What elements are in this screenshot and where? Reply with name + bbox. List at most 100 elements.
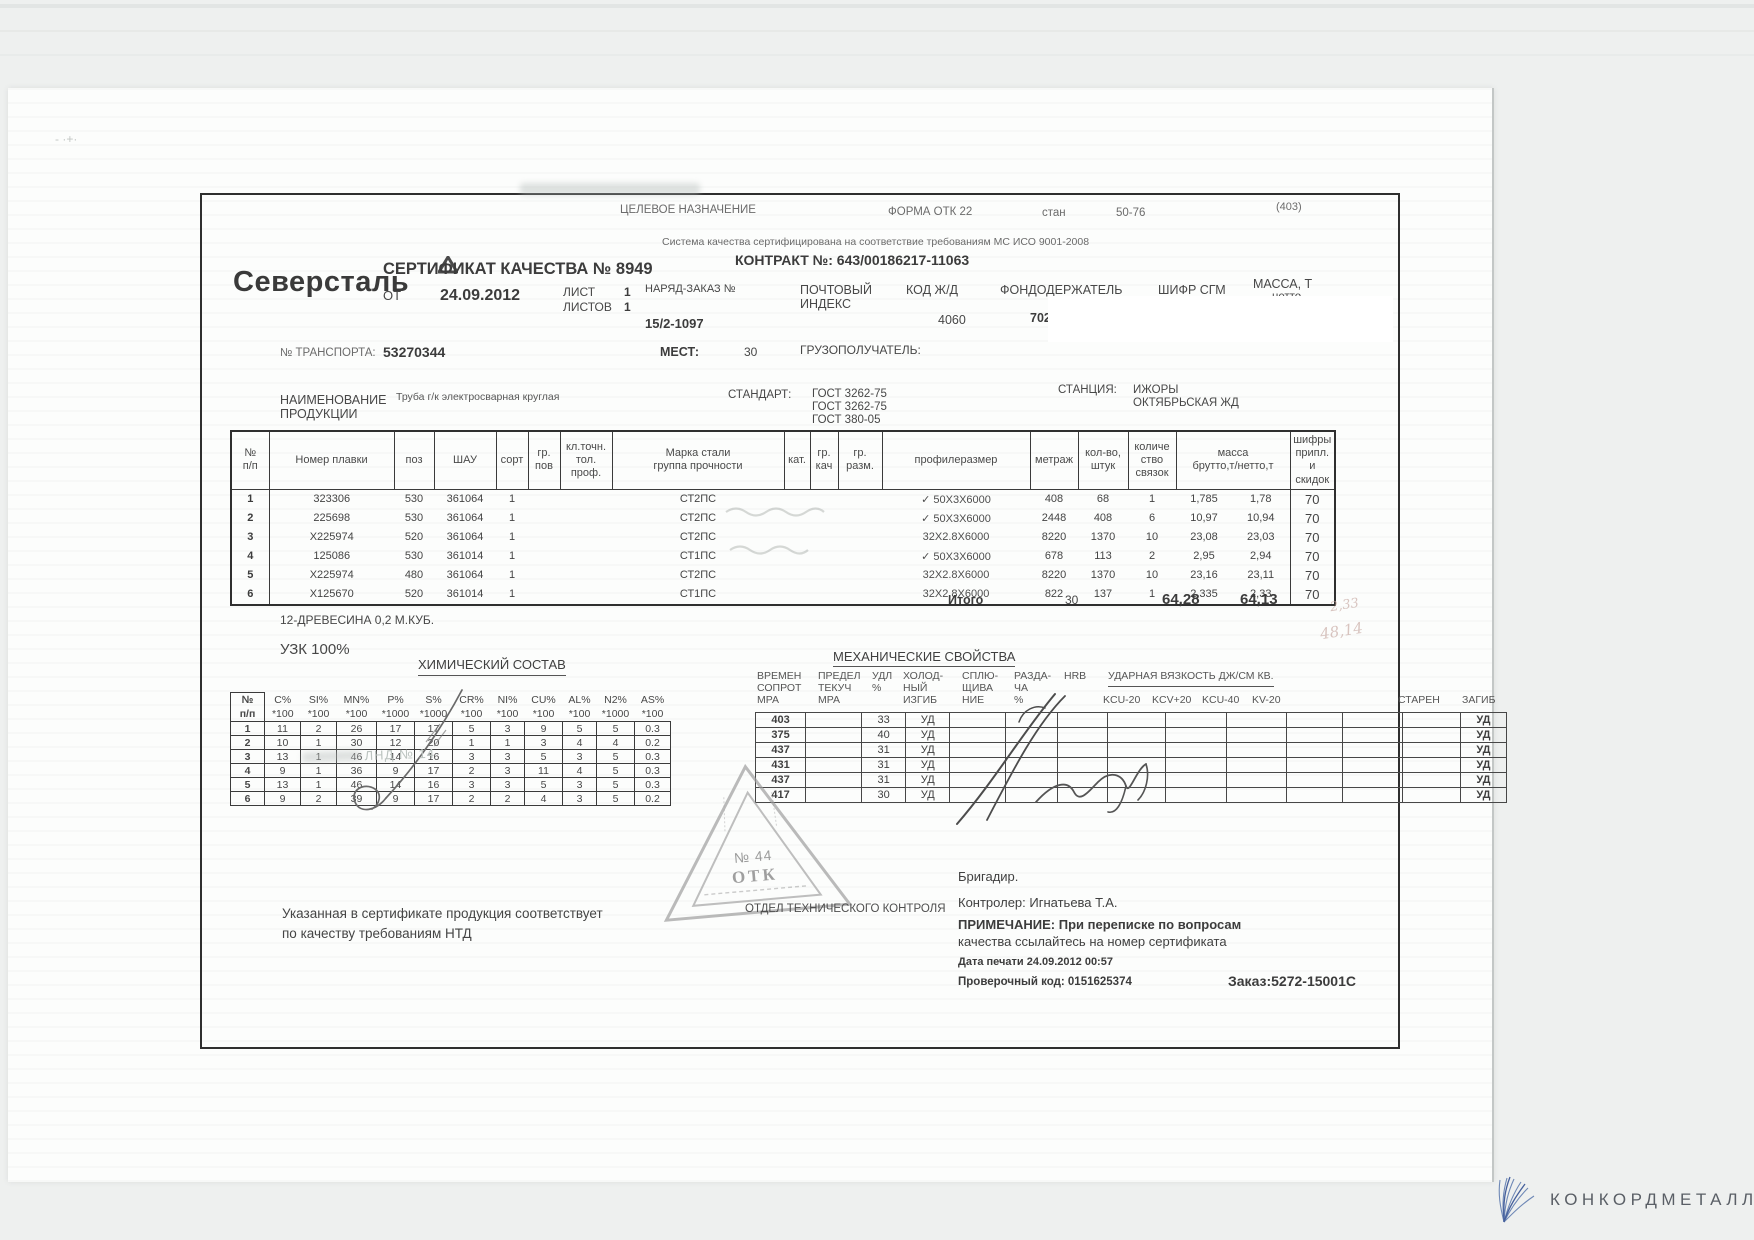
table-cell [560, 547, 612, 566]
chem-table-body: 1 11 2 26 17 17 5 3 9 5 5 0.3 2 10 1 30 12 20 1 1 3 4 4 0.2 3 13 1… [230, 721, 671, 806]
mech-title: МЕХАНИЧЕСКИЕ СВОЙСТВА [833, 649, 1016, 667]
mech-col-tensile: ВРЕМЕН СОПРОТ МРА [757, 670, 802, 706]
table-cell [1225, 772, 1287, 788]
table-cell [810, 585, 838, 605]
certificate-border [200, 193, 1400, 1049]
table-cell: 225698 [313, 512, 351, 525]
table-cell: 70 [1289, 565, 1336, 585]
table-cell: 23,16 [1190, 569, 1218, 582]
col-header-metrazh: метраж [1029, 430, 1079, 490]
table-cell: CU% [531, 693, 556, 706]
table-cell: 530 [404, 512, 424, 525]
table-cell: 4 [562, 735, 597, 750]
table-cell: 4 [230, 763, 265, 778]
table-cell: УД [1459, 787, 1508, 803]
table-cell: 6 [231, 584, 270, 605]
table-cell: 11 [524, 763, 563, 778]
col-header-svyazok: количе ство связок [1127, 430, 1177, 490]
table-row: 2 225698 530 361064 1 СТ2ПС ✓ 50Х3Х6000 2448 408… [231, 508, 1336, 528]
konkordmetall-text: КОНКОРДМЕТАЛЛ [1550, 1190, 1754, 1209]
table-cell: 0.2 [634, 735, 671, 750]
table-cell: п/п [230, 707, 265, 722]
table-cell: ✓ 50Х3Х6000 [921, 512, 991, 525]
table-cell: 1,78 [1250, 493, 1272, 506]
fund-label: ФОНДОДЕРЖАТЕЛЬ [1000, 283, 1123, 297]
table-row: 3 Х225974 520 361064 1 СТ2ПС 32Х2.8Х6000 8220 13… [231, 527, 1336, 547]
mech-col-aging: СТАРЕН [1398, 694, 1440, 706]
table-cell: 2 [1148, 550, 1156, 563]
table-cell [1165, 727, 1227, 743]
table-cell: 23,08 [1190, 531, 1218, 544]
table-cell: 1,785 [1190, 493, 1218, 506]
table-cell: 113 [1094, 550, 1112, 563]
table-cell: 0.3 [634, 749, 671, 764]
table-cell [838, 585, 882, 605]
product-name-label: НАИМЕНОВАНИЕ ПРОДУКЦИИ [280, 393, 387, 422]
table-cell [528, 509, 560, 528]
table-cell [1341, 742, 1403, 758]
scan-streak [0, 54, 1754, 56]
fan-leaf-icon [1498, 1176, 1535, 1223]
table-cell: УД [1459, 712, 1508, 728]
table-cell: 8220 [1041, 569, 1067, 582]
mech-impact-title: УДАРНАЯ ВЯЗКОСТЬ ДЖ/СМ КВ. [1108, 670, 1274, 687]
brigadier-label: Бригадир. [958, 869, 1019, 884]
table-cell: 5 [524, 777, 563, 792]
table-cell [560, 489, 612, 509]
product-name-value: Труба г/к электросварная круглая [396, 391, 560, 403]
table-cell [1225, 742, 1287, 758]
handwritten-mark [353, 689, 463, 811]
table-cell [1401, 742, 1461, 758]
mech-col-hrb: HRB [1064, 670, 1087, 682]
table-cell: 5 [230, 777, 265, 792]
table-cell: 23,03 [1246, 531, 1275, 544]
table-cell: 520 [404, 588, 424, 601]
table-cell: 4 [231, 546, 270, 566]
table-cell: 361064 [446, 531, 484, 544]
table-cell: 3 [490, 763, 525, 778]
table-cell [560, 509, 612, 528]
col-header-shifry: шифры припл. и скидок [1289, 430, 1336, 490]
table-cell: 323306 [313, 493, 351, 506]
table-cell: 2 [230, 735, 265, 750]
table-cell [1165, 712, 1227, 728]
table-cell [838, 566, 882, 585]
table-cell: 32Х2.8Х6000 [922, 531, 990, 544]
table-cell [810, 566, 838, 585]
table-cell [805, 787, 863, 803]
table-cell: 3 [490, 777, 525, 792]
table-cell [528, 528, 560, 547]
table-cell: ✓ 50Х3Х6000 [921, 493, 991, 506]
table-cell: 361064 [446, 493, 484, 506]
wood-note: 12-ДРЕВЕСИНА 0,2 М.КУБ. [280, 613, 435, 627]
table-cell: 361064 [446, 569, 484, 582]
col-header-grpov: гр. пов [527, 430, 561, 490]
check-code: Проверочный код: 0151625374 [958, 976, 1132, 988]
table-cell: 70 [1289, 546, 1336, 566]
sheets-label: ЛИСТОВ [563, 300, 612, 314]
table-cell [1341, 757, 1403, 773]
chem-table: № C% SI% MN% P% S% CR% NI% CU% AL% N2% AS% п/п *100 *… [230, 692, 671, 806]
table-cell: S% [425, 693, 442, 706]
table-cell [1285, 742, 1343, 758]
table-cell [1107, 712, 1167, 728]
table-row: 403 33 УД УД [754, 712, 1508, 728]
table-cell: *100 [345, 708, 368, 720]
table-cell: 2,94 [1250, 550, 1272, 563]
table-cell: 1 [230, 721, 265, 736]
table-cell [528, 566, 560, 585]
table-cell: 403 [754, 712, 807, 728]
order-number: Заказ:5272-15001С [1228, 973, 1356, 989]
date-label: ОТ [383, 288, 402, 303]
mech-table-body: 403 33 УД УД 375 40 УД УД 437 31 УД УД 431 31 УД УД 437 3… [754, 712, 1508, 803]
table-cell: 5 [596, 777, 635, 792]
product-table: № п/п Номер плавки поз ШАУ сорт гр. пов … [230, 430, 1337, 606]
table-cell [805, 712, 863, 728]
table-row: 375 40 УД УД [754, 727, 1508, 743]
otk-triangle-stamp: № 44 ОТК [645, 751, 869, 934]
table-cell [560, 585, 612, 605]
table-cell: 3 [562, 791, 597, 806]
total-label: Итого [948, 593, 984, 607]
col-header-num: № п/п [230, 430, 270, 490]
table-cell: СТ2ПС [679, 569, 717, 582]
